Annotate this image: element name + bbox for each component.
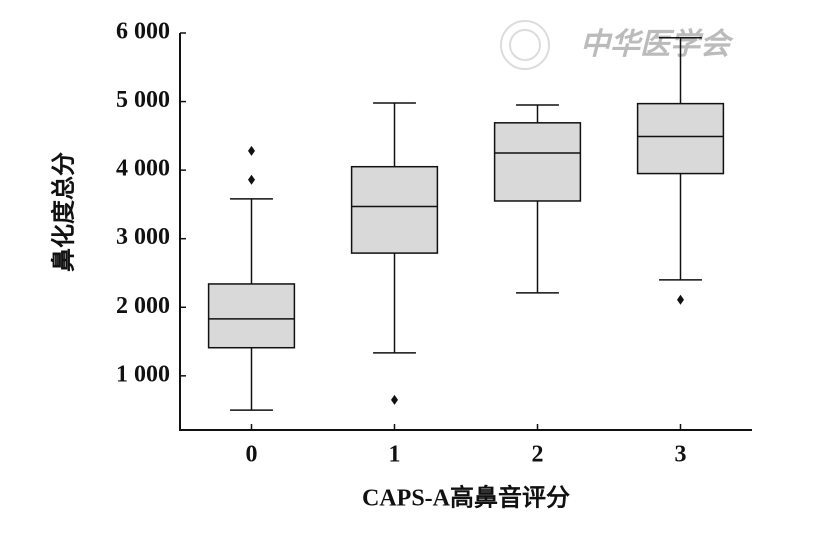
x-tick-label: 1 [389,442,401,468]
box [207,283,296,349]
box [350,165,439,254]
y-tick-label: 6 000 [116,19,170,45]
y-axis-title: 鼻化度总分 [50,152,78,272]
outlier [248,145,255,156]
x-axis-title: CAPS-A高鼻音评分 [362,484,570,512]
box [636,102,725,175]
x-tick-label: 2 [532,442,544,468]
y-tick-label: 4 000 [116,156,170,182]
y-tick-label: 2 000 [116,293,170,319]
watermark: 中华医学会 [580,27,734,61]
watermark-logo [500,20,550,70]
outlier [248,174,255,185]
outlier [391,394,398,405]
y-tick-label: 3 000 [116,224,170,250]
outlier [677,294,684,305]
x-tick-label: 3 [675,442,687,468]
y-tick-label: 1 000 [116,361,170,387]
y-tick-label: 5 000 [116,87,170,113]
box [493,122,582,202]
axes [179,33,752,431]
x-tick-label: 0 [246,442,258,468]
